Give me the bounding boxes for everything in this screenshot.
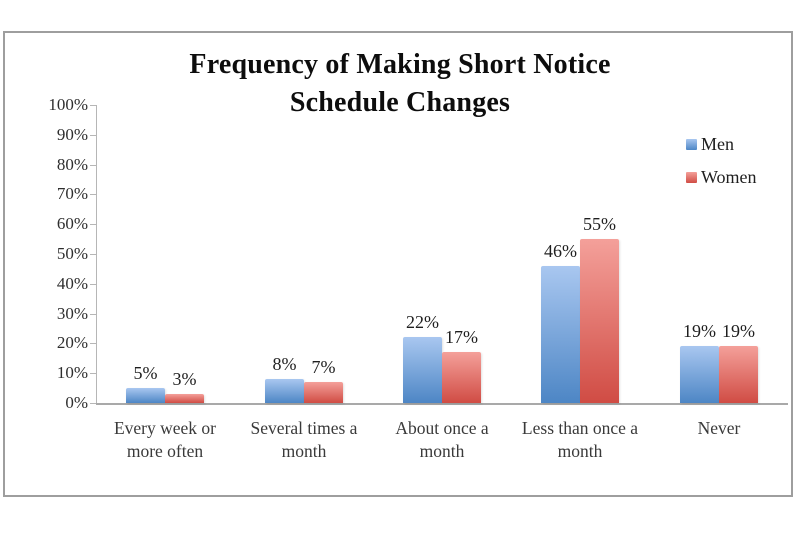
- chart-title-line2: Schedule Changes: [289, 87, 511, 118]
- y-axis-tick-label: 40%: [56, 274, 88, 293]
- bar-women: [304, 382, 343, 403]
- legend-item-men: Men: [686, 134, 757, 154]
- legend-item-women: Women: [686, 167, 757, 187]
- bar-men: [265, 379, 304, 403]
- x-axis-line: [96, 403, 788, 405]
- y-axis-tick: [90, 135, 96, 136]
- y-axis-tick-label: 30%: [56, 304, 88, 323]
- y-axis-tick-label: 80%: [56, 155, 88, 174]
- chart-frame: [3, 31, 793, 497]
- chart-title-line1: Frequency of Making Short Notice: [189, 49, 611, 80]
- data-label-women: 7%: [311, 357, 336, 377]
- data-label-women: 55%: [583, 214, 616, 234]
- y-axis-tick-label: 100%: [48, 95, 88, 114]
- y-axis-tick-label: 10%: [56, 363, 88, 382]
- data-label-men: 46%: [544, 241, 577, 261]
- bar-men: [541, 266, 580, 403]
- bar-women: [719, 346, 758, 403]
- y-axis-tick-label: 20%: [56, 333, 88, 352]
- x-axis-category-label: Less than once a month: [521, 418, 639, 461]
- data-label-men: 19%: [683, 321, 716, 341]
- y-axis-tick-label: 60%: [56, 214, 88, 233]
- legend-swatch-icon: [686, 138, 697, 150]
- data-label-women: 3%: [172, 369, 197, 389]
- data-label-men: 8%: [272, 354, 297, 374]
- bar-men: [680, 346, 719, 403]
- data-label-women: 19%: [722, 321, 755, 341]
- legend-label: Women: [701, 166, 757, 187]
- data-label-men: 5%: [133, 363, 158, 383]
- y-axis-tick-label: 0%: [65, 393, 88, 412]
- bar-women: [580, 239, 619, 403]
- legend-swatch-icon: [686, 171, 697, 183]
- y-axis-tick: [90, 105, 96, 106]
- y-axis-tick-label: 90%: [56, 125, 88, 144]
- y-axis-tick: [90, 314, 96, 315]
- bar-women: [442, 352, 481, 403]
- x-axis-category-label: Several times a month: [250, 418, 358, 461]
- y-axis-tick-label: 70%: [56, 184, 88, 203]
- x-axis-category-label: Every week or more often: [113, 418, 217, 461]
- y-axis-tick: [90, 373, 96, 374]
- y-axis-tick-label: 50%: [56, 244, 88, 263]
- y-axis-tick: [90, 343, 96, 344]
- y-axis-tick: [90, 284, 96, 285]
- y-axis-line: [96, 105, 97, 403]
- bar-men: [126, 388, 165, 403]
- legend-label: Men: [701, 133, 734, 154]
- x-axis-category-label: Never: [697, 418, 741, 438]
- legend: Men Women: [686, 134, 757, 200]
- y-axis-tick: [90, 254, 96, 255]
- bar-men: [403, 337, 442, 403]
- chart-title: Frequency of Making Short Notice Schedul…: [0, 46, 800, 122]
- bar-women: [165, 394, 204, 403]
- data-label-men: 22%: [406, 312, 439, 332]
- data-label-women: 17%: [445, 327, 478, 347]
- y-axis-tick: [90, 194, 96, 195]
- y-axis-tick: [90, 403, 96, 404]
- x-axis-category-label: About once a month: [395, 418, 489, 461]
- y-axis-tick: [90, 224, 96, 225]
- y-axis-tick: [90, 165, 96, 166]
